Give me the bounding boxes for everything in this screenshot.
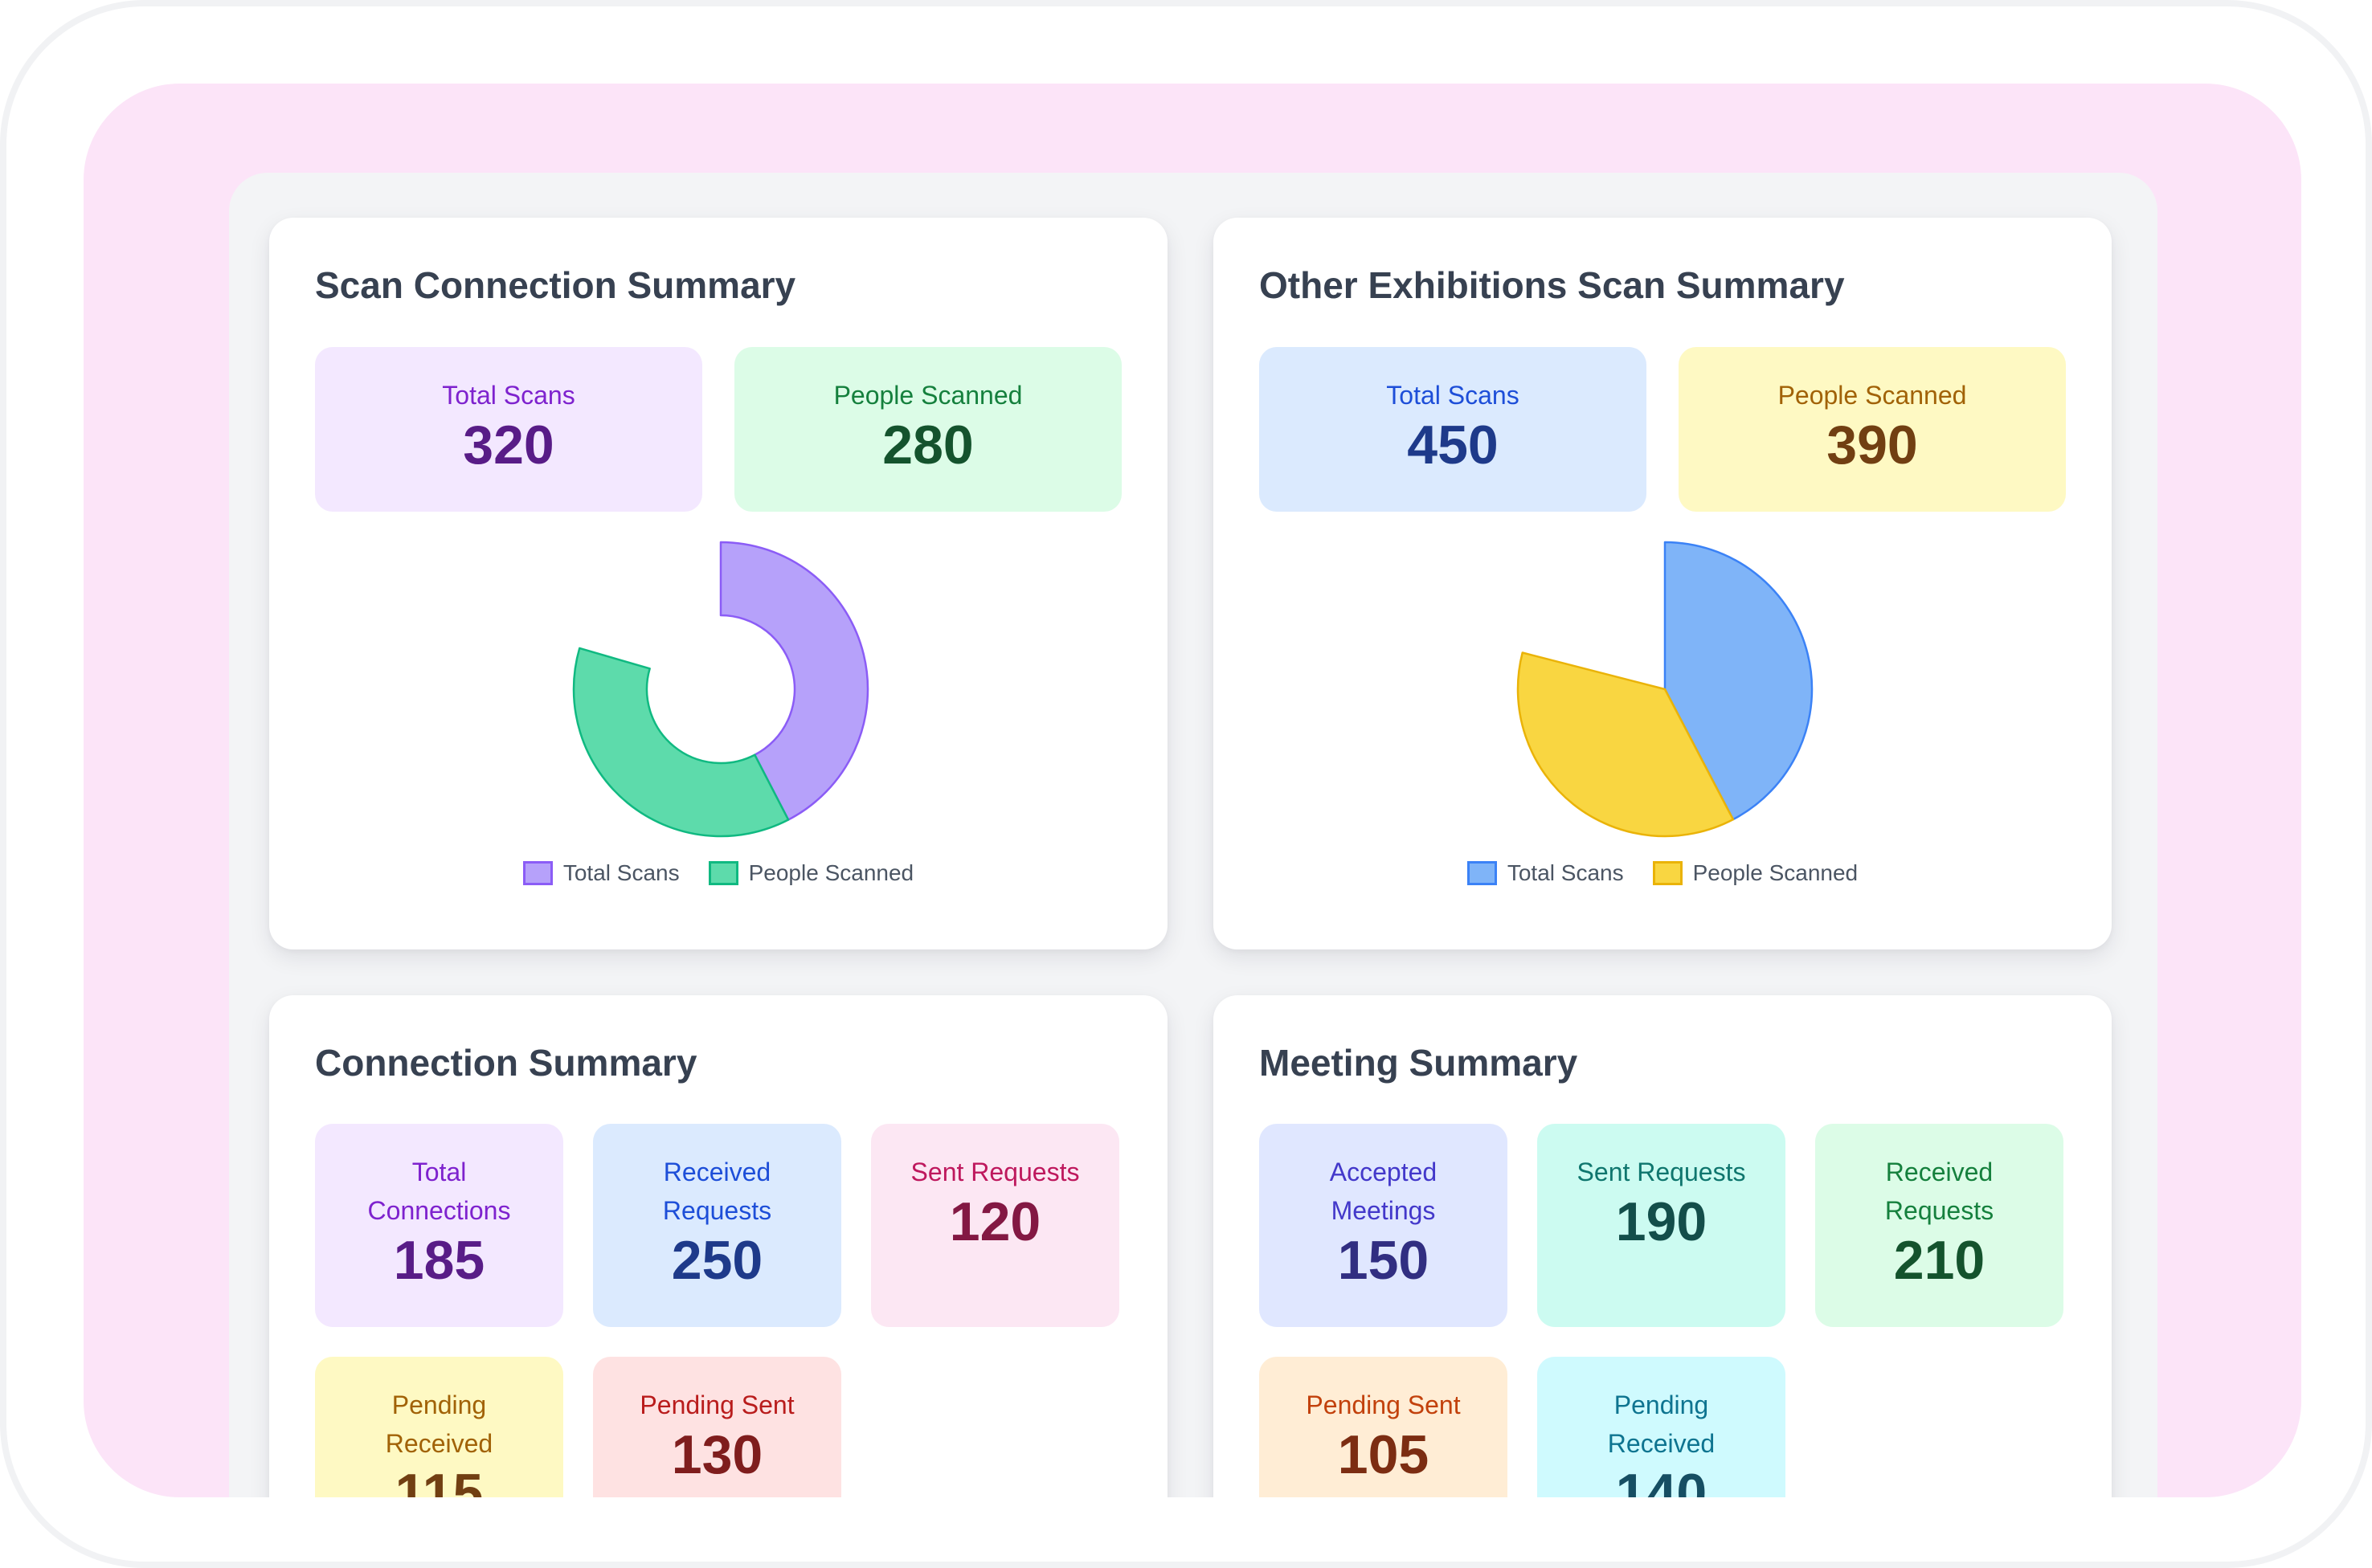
stat-label: Total Connections: [367, 1158, 511, 1225]
card-title: Meeting Summary: [1259, 1042, 1578, 1084]
stat-label: Pending Sent: [1306, 1390, 1461, 1419]
stat-label: People Scanned: [1777, 381, 1967, 410]
stat-label: Received Requests: [662, 1158, 772, 1225]
stat-total-scans: Total Scans 320: [315, 347, 702, 512]
legend-label: Total Scans: [1507, 860, 1624, 885]
stat-value: 120: [949, 1191, 1041, 1252]
chart-legend: Total Scans People Scanned: [269, 861, 1168, 885]
stat-row: Total Scans 320 People Scanned 280: [315, 347, 1122, 512]
stat-value: 105: [1337, 1424, 1429, 1485]
stat-value: 250: [671, 1230, 763, 1291]
stat-people-scanned: People Scanned 390: [1679, 347, 2066, 512]
stat-label: Total Scans: [442, 381, 575, 410]
legend-item-people-scanned[interactable]: People Scanned: [708, 860, 914, 885]
stat-sent-requests: Sent Requests 120: [871, 1124, 1119, 1327]
legend-item-people-scanned[interactable]: People Scanned: [1652, 860, 1859, 885]
stat-value: 450: [1407, 414, 1499, 476]
page-background: Scan Connection Summary Total Scans 320 …: [84, 84, 2301, 1497]
stat-accepted-meetings: Accepted Meetings 150: [1259, 1124, 1507, 1327]
legend-label: People Scanned: [1692, 860, 1859, 885]
stat-received-requests: Received Requests 210: [1815, 1124, 2063, 1327]
stat-value: 140: [1615, 1463, 1707, 1497]
stat-pending-received: Pending Received 115: [315, 1357, 563, 1497]
stat-total-connections: Total Connections 185: [315, 1124, 563, 1327]
stat-label: Pending Received: [1607, 1390, 1716, 1458]
stat-label: People Scanned: [833, 381, 1023, 410]
stat-pending-sent: Pending Sent 130: [593, 1357, 841, 1497]
legend-swatch: [708, 861, 738, 885]
stat-sent-requests: Sent Requests 190: [1537, 1124, 1785, 1327]
chart-slice-total-scans[interactable]: [719, 541, 869, 821]
meeting-summary-card: Meeting Summary Accepted Meetings 150 Se…: [1213, 995, 2112, 1497]
stat-pending-sent: Pending Sent 105: [1259, 1357, 1507, 1497]
dashboard-panel: Scan Connection Summary Total Scans 320 …: [229, 173, 2157, 1497]
stat-value: 320: [463, 414, 554, 476]
stat-value: 130: [671, 1424, 763, 1485]
legend-swatch: [1652, 861, 1683, 885]
stat-value: 190: [1615, 1191, 1707, 1252]
stat-row: Total Scans 450 People Scanned 390: [1259, 347, 2066, 512]
stat-grid: Total Connections 185 Received Requests …: [315, 1124, 1119, 1497]
legend-label: People Scanned: [748, 860, 914, 885]
stat-label: Received Requests: [1884, 1158, 1994, 1225]
other-exhibitions-pie-chart[interactable]: [1504, 529, 1826, 850]
chart-slice-people-scanned[interactable]: [1516, 651, 1735, 838]
stat-label: Sent Requests: [910, 1158, 1080, 1186]
legend-label: Total Scans: [562, 860, 680, 885]
stat-label: Total Scans: [1386, 381, 1519, 410]
chart-slice-people-scanned[interactable]: [572, 647, 790, 838]
chart-legend: Total Scans People Scanned: [1213, 861, 2112, 885]
connection-summary-card: Connection Summary Total Connections 185…: [269, 995, 1168, 1497]
stat-label: Pending Received: [385, 1390, 493, 1458]
stat-value: 210: [1893, 1230, 1986, 1291]
stat-people-scanned: People Scanned 280: [734, 347, 1122, 512]
legend-item-total-scans[interactable]: Total Scans: [1466, 860, 1624, 885]
stat-value: 280: [882, 414, 974, 476]
stat-total-scans: Total Scans 450: [1259, 347, 1646, 512]
scan-connection-doughnut-chart[interactable]: [560, 529, 881, 850]
legend-item-total-scans[interactable]: Total Scans: [522, 860, 680, 885]
other-exhibitions-scan-summary-card: Other Exhibitions Scan Summary Total Sca…: [1213, 218, 2112, 949]
card-title: Connection Summary: [315, 1042, 697, 1084]
card-title: Other Exhibitions Scan Summary: [1259, 264, 1845, 306]
card-title: Scan Connection Summary: [315, 264, 796, 306]
stat-value: 115: [395, 1463, 484, 1497]
stat-label: Accepted Meetings: [1329, 1158, 1438, 1225]
scan-connection-summary-card: Scan Connection Summary Total Scans 320 …: [269, 218, 1168, 949]
stat-grid: Accepted Meetings 150 Sent Requests 190 …: [1259, 1124, 2063, 1497]
legend-swatch: [522, 861, 553, 885]
stat-value: 150: [1337, 1230, 1429, 1291]
stat-value: 185: [393, 1230, 485, 1291]
chart-slice-total-scans[interactable]: [1663, 541, 1814, 821]
stat-received-requests: Received Requests 250: [593, 1124, 841, 1327]
legend-swatch: [1466, 861, 1497, 885]
stat-label: Sent Requests: [1577, 1158, 1746, 1186]
stat-label: Pending Sent: [640, 1390, 795, 1419]
stat-pending-received: Pending Received 140: [1537, 1357, 1785, 1497]
stat-value: 390: [1826, 414, 1918, 476]
